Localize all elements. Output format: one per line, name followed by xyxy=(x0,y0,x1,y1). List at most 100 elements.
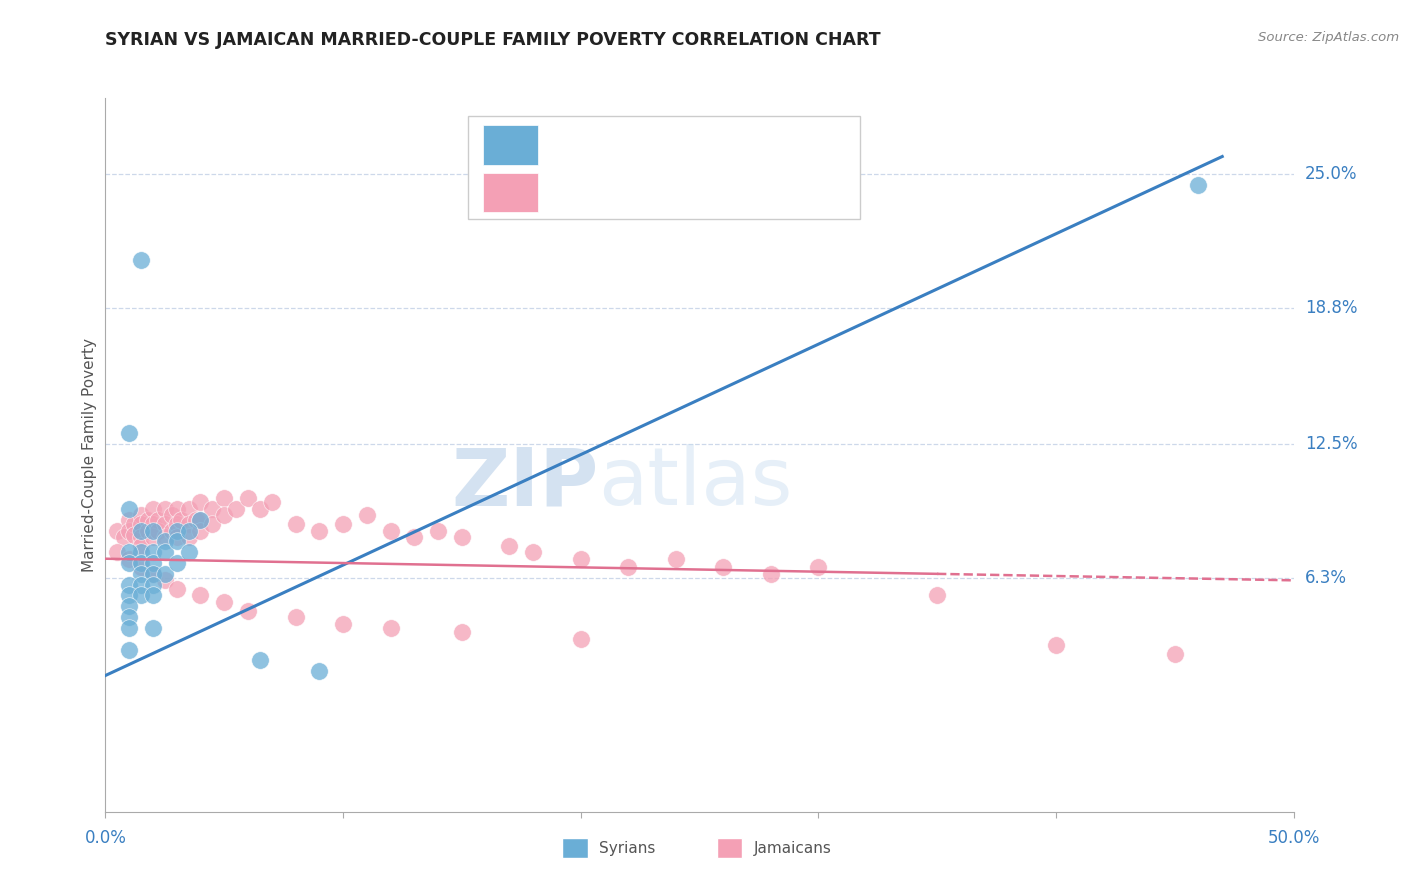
Point xyxy=(153,534,176,549)
Point xyxy=(177,517,200,532)
Point xyxy=(129,508,152,523)
Point xyxy=(236,491,259,505)
Point xyxy=(142,517,165,532)
Point xyxy=(129,253,152,268)
Point xyxy=(142,566,165,581)
Point xyxy=(177,524,200,538)
Point xyxy=(129,530,152,544)
Point xyxy=(177,545,200,559)
Point xyxy=(142,545,165,559)
Point xyxy=(380,524,402,538)
Point xyxy=(142,530,165,544)
Point xyxy=(284,517,307,532)
Point xyxy=(146,524,169,538)
Point xyxy=(142,589,165,603)
Point xyxy=(142,502,165,516)
Point xyxy=(153,566,176,581)
Point xyxy=(142,621,165,635)
Point xyxy=(118,610,141,624)
Point xyxy=(118,642,141,657)
Point xyxy=(118,556,141,570)
Point xyxy=(118,513,141,527)
Point xyxy=(177,530,200,544)
Point xyxy=(380,621,402,635)
Text: 50.0%: 50.0% xyxy=(1267,829,1320,847)
Point xyxy=(498,539,520,553)
Point xyxy=(569,551,592,566)
Point xyxy=(142,524,165,538)
Point xyxy=(129,545,152,559)
Point xyxy=(129,577,152,591)
Text: R =  0.661   N = 36: R = 0.661 N = 36 xyxy=(554,136,730,154)
Point xyxy=(356,508,378,523)
Point xyxy=(166,534,188,549)
Point xyxy=(136,513,159,527)
Point xyxy=(160,524,183,538)
Point xyxy=(170,513,193,527)
Point xyxy=(214,508,236,523)
Point xyxy=(153,517,176,532)
Point xyxy=(201,502,224,516)
Point xyxy=(522,545,544,559)
Point xyxy=(711,560,734,574)
Point xyxy=(105,545,128,559)
Point xyxy=(129,539,152,553)
Text: 0.0%: 0.0% xyxy=(84,829,127,847)
Point xyxy=(136,524,159,538)
Point xyxy=(214,595,236,609)
Point xyxy=(190,524,212,538)
Point xyxy=(1187,178,1209,192)
Point xyxy=(166,556,188,570)
Point xyxy=(118,599,141,614)
Point xyxy=(118,502,141,516)
Point xyxy=(118,589,141,603)
Point xyxy=(118,545,141,559)
Point xyxy=(166,524,188,538)
Point xyxy=(404,530,426,544)
Text: SYRIAN VS JAMAICAN MARRIED-COUPLE FAMILY POVERTY CORRELATION CHART: SYRIAN VS JAMAICAN MARRIED-COUPLE FAMILY… xyxy=(105,31,882,49)
Y-axis label: Married-Couple Family Poverty: Married-Couple Family Poverty xyxy=(82,338,97,572)
Point xyxy=(142,566,165,581)
Point xyxy=(153,545,176,559)
Point xyxy=(160,508,183,523)
Text: atlas: atlas xyxy=(599,444,793,523)
Point xyxy=(105,524,128,538)
Point xyxy=(146,513,169,527)
Point xyxy=(427,524,450,538)
Point xyxy=(166,582,188,596)
Point xyxy=(166,530,188,544)
Text: 18.8%: 18.8% xyxy=(1305,299,1357,317)
Point xyxy=(665,551,688,566)
Text: Syrians: Syrians xyxy=(599,841,655,855)
Text: 12.5%: 12.5% xyxy=(1305,435,1357,453)
Point xyxy=(122,528,145,542)
Text: Jamaicans: Jamaicans xyxy=(754,841,831,855)
Point xyxy=(118,524,141,538)
Point xyxy=(925,589,948,603)
Point xyxy=(129,517,152,532)
Point xyxy=(153,502,176,516)
Point xyxy=(190,495,212,509)
Point xyxy=(190,513,212,527)
Point xyxy=(190,589,212,603)
Point xyxy=(118,621,141,635)
Point xyxy=(142,556,165,570)
Point xyxy=(129,589,152,603)
Point xyxy=(153,574,176,588)
Point xyxy=(236,604,259,618)
Point xyxy=(284,610,307,624)
Point xyxy=(114,530,136,544)
Text: R = -0.052   N = 74: R = -0.052 N = 74 xyxy=(554,184,731,202)
Point xyxy=(249,502,271,516)
Point xyxy=(177,502,200,516)
Point xyxy=(118,426,141,441)
Point xyxy=(225,502,247,516)
Point xyxy=(1164,647,1187,661)
Text: 25.0%: 25.0% xyxy=(1305,165,1357,183)
Point xyxy=(118,551,141,566)
Point xyxy=(260,495,283,509)
Point xyxy=(166,517,188,532)
Point xyxy=(166,502,188,516)
Point xyxy=(308,664,330,678)
Point xyxy=(450,625,472,640)
